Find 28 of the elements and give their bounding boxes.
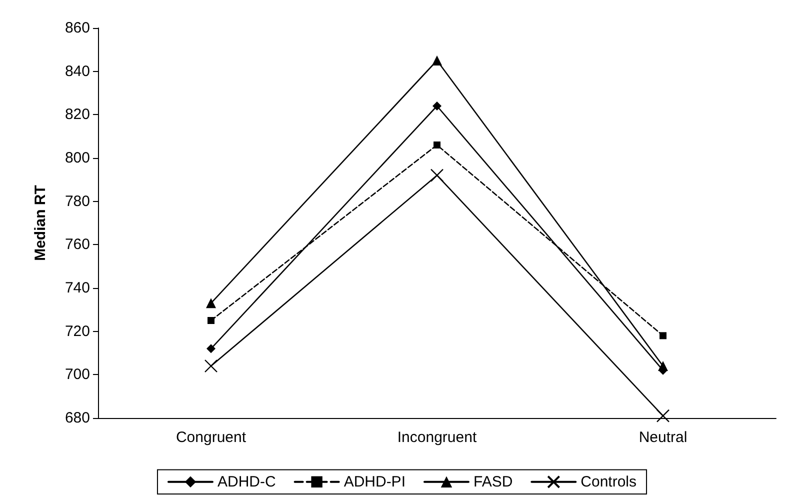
legend-label: FASD xyxy=(473,473,513,490)
y-tick-label: 760 xyxy=(64,236,90,254)
x-tick-label: Incongruent xyxy=(397,429,478,446)
point xyxy=(660,332,666,340)
point xyxy=(432,102,442,110)
legend-label: ADHD-C xyxy=(217,473,276,490)
point xyxy=(208,317,214,324)
point xyxy=(206,298,216,308)
y-tick-label: 820 xyxy=(64,106,90,124)
y-tick-label: 700 xyxy=(64,366,90,384)
point xyxy=(204,359,218,373)
y-tick-label: 680 xyxy=(64,410,90,426)
y-tick-label: 720 xyxy=(64,322,90,340)
y-tick-label: 780 xyxy=(64,192,90,210)
y-tick-label: 740 xyxy=(64,280,90,296)
x-tick-label: Congruent xyxy=(176,429,247,446)
point xyxy=(206,344,216,354)
legend-label: ADHD-PI xyxy=(344,473,406,490)
point xyxy=(656,409,670,422)
point xyxy=(432,56,442,66)
point xyxy=(434,142,440,148)
x-tick-label: Neutral xyxy=(638,429,688,446)
y-tick-label: 860 xyxy=(64,20,90,36)
y-tick-label: 800 xyxy=(64,150,90,166)
legend-label: Controls xyxy=(580,473,637,490)
y-axis-title: Median RT xyxy=(32,185,49,261)
y-tick-label: 840 xyxy=(64,62,90,80)
point xyxy=(430,168,444,182)
